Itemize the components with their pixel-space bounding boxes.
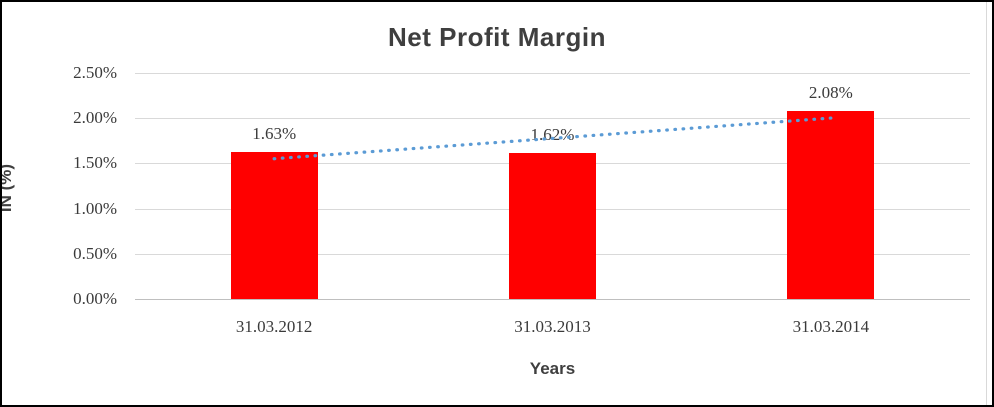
y-tick-label: 0.50% xyxy=(73,243,117,263)
chart-title: Net Profit Margin xyxy=(388,22,606,52)
y-tick-label: 1.00% xyxy=(73,198,117,218)
y-tick-label: 1.50% xyxy=(73,153,117,173)
y-tick-label: 0.00% xyxy=(73,289,117,308)
x-tick-label: 31.03.2013 xyxy=(514,317,591,336)
x-axis-title: Years xyxy=(529,359,576,378)
plot-area: 1.63% 1.62% 2.08% xyxy=(135,73,970,300)
gridline xyxy=(135,299,970,300)
x-tick-label: 31.03.2014 xyxy=(792,317,870,336)
bar-31.03.2014 xyxy=(787,110,875,299)
trendline xyxy=(272,116,833,161)
bar-data-label: 1.63% xyxy=(252,123,297,143)
gridline xyxy=(135,73,970,74)
bar-31.03.2013 xyxy=(509,152,596,299)
chart-object-border xyxy=(986,2,987,405)
bar-data-label: 1.62% xyxy=(530,124,575,144)
bar-data-label: 2.08% xyxy=(808,82,853,102)
y-axis-title: IN (%) xyxy=(0,163,15,213)
y-tick-label: 2.00% xyxy=(73,108,117,128)
gridline xyxy=(135,118,970,120)
bar-31.03.2012 xyxy=(230,151,318,299)
x-tick-label: 31.03.2012 xyxy=(235,317,313,336)
y-tick-label: 2.50% xyxy=(73,63,117,82)
